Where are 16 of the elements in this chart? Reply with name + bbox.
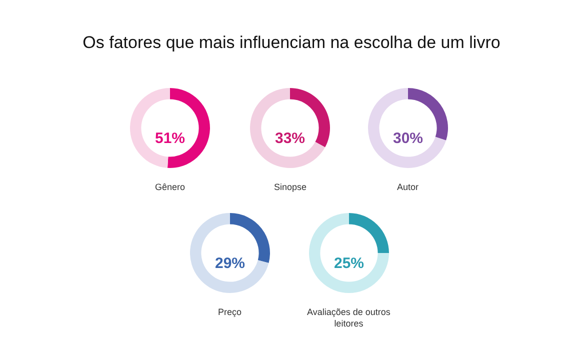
donut-slice [190,213,269,293]
donut-slice [349,213,389,253]
text: 30% [393,130,424,147]
text: Preço [218,307,242,317]
text: Autor [397,182,419,192]
text: 25% [334,255,364,272]
text: Sinopse [274,182,307,192]
donut-slice [309,213,389,293]
text: 51% [155,130,186,147]
text: Avaliações de outros leitores [307,307,391,329]
text: 33% [275,130,306,147]
donut-slice [250,88,326,168]
donut-slice [368,88,446,168]
text: Os fatores que mais influenciam na escolha de um livro [82,32,500,52]
text: 29% [215,255,246,272]
text: Gênero [155,182,186,192]
